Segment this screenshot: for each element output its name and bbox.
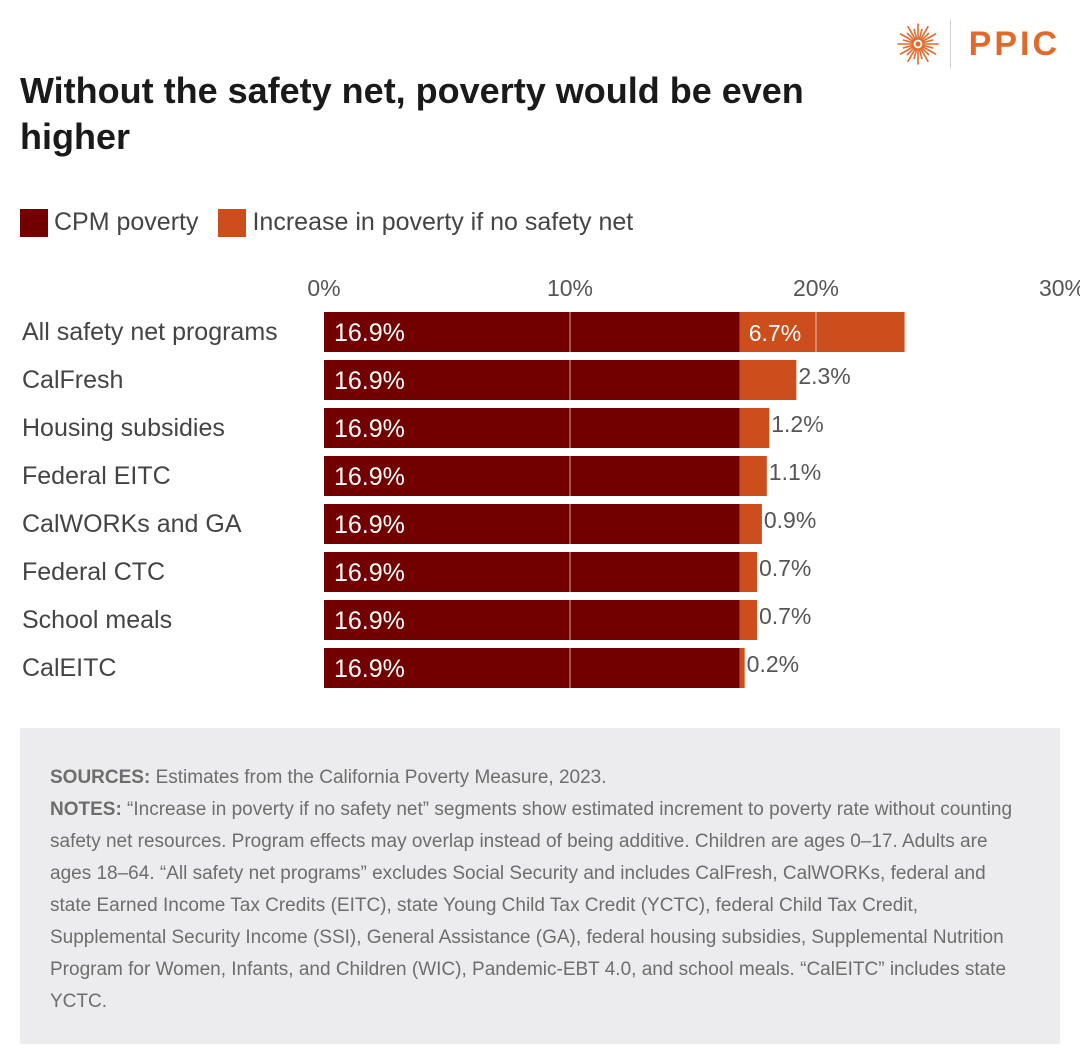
- logo-ray: [899, 33, 915, 43]
- bar-cpm-poverty: [324, 456, 740, 496]
- bar-cpm-poverty: [324, 408, 740, 448]
- data-label-increase: 6.7%: [749, 320, 801, 346]
- logo-ray: [919, 47, 929, 63]
- notes-note: NOTES: “Increase in poverty if no safety…: [50, 794, 1030, 1018]
- bar-increase: [739, 456, 767, 496]
- logo-ray: [906, 32, 915, 42]
- category-label: Federal CTC: [22, 558, 165, 586]
- logo-ray: [921, 33, 936, 43]
- logo-ray: [921, 44, 933, 49]
- notes-label: NOTES:: [50, 799, 122, 820]
- logo-text: PPIC: [968, 24, 1060, 63]
- data-label-cpm: 16.9%: [334, 367, 405, 395]
- logo-ray: [921, 45, 936, 55]
- logo-ray: [912, 48, 918, 60]
- data-label-increase: 0.7%: [759, 555, 811, 581]
- bar-chart: 0% 10% 20% 30% All safety net programs 16.9% 6…: [22, 275, 1080, 688]
- data-label-cpm: 16.9%: [334, 559, 405, 587]
- sources-note: SOURCES: Estimates from the California P…: [50, 762, 1030, 794]
- legend-label-cpm: CPM poverty: [54, 208, 199, 236]
- data-label-increase: 2.3%: [798, 363, 850, 389]
- data-label-increase: 0.7%: [759, 603, 811, 629]
- bar-cpm-poverty: [324, 552, 740, 592]
- data-label-cpm: 16.9%: [334, 319, 405, 347]
- bar-increase: [739, 312, 905, 352]
- data-label-cpm: 16.9%: [334, 607, 405, 635]
- sources-text: Estimates from the California Poverty Me…: [150, 767, 607, 788]
- data-label-cpm: 16.9%: [334, 463, 405, 491]
- data-label-cpm: 16.9%: [334, 415, 405, 443]
- bar-cpm-poverty: [324, 600, 740, 640]
- legend-swatch-increase: [218, 208, 247, 237]
- logo-ray: [899, 45, 915, 55]
- bar-increase: [739, 408, 770, 448]
- logo-ray: [920, 46, 930, 56]
- sources-label: SOURCES:: [50, 767, 151, 788]
- legend-swatch-cpm: [20, 208, 48, 237]
- data-label-increase: 0.2%: [747, 651, 799, 677]
- category-label: Federal EITC: [22, 462, 171, 490]
- x-tick-label: 30%: [1039, 275, 1080, 301]
- sunburst-icon: [896, 23, 939, 65]
- data-label-increase: 1.2%: [771, 411, 823, 437]
- bar-increase: [739, 504, 762, 544]
- bar-increase: [739, 600, 757, 640]
- logo-ray: [906, 47, 916, 63]
- logo-ray: [919, 25, 929, 41]
- category-label: School meals: [22, 606, 172, 634]
- logo-ray: [918, 28, 923, 40]
- logo-ray: [906, 46, 915, 56]
- x-tick-label: 10%: [547, 275, 593, 301]
- data-label-increase: 0.9%: [764, 507, 816, 533]
- bar-increase: [739, 648, 745, 688]
- notes-panel: SOURCES: Estimates from the California P…: [20, 728, 1060, 1044]
- category-label: Housing subsidies: [22, 414, 225, 442]
- ppic-logo: PPIC: [896, 20, 1060, 68]
- bar-cpm-poverty: [324, 360, 740, 400]
- logo-ray: [902, 44, 914, 49]
- category-label: CalWORKs and GA: [22, 510, 242, 538]
- category-label: All safety net programs: [22, 318, 278, 346]
- bar-increase: [739, 552, 757, 592]
- data-label-cpm: 16.9%: [334, 511, 405, 539]
- category-label: CalEITC: [22, 654, 116, 682]
- logo-ray: [906, 25, 916, 41]
- legend-label-increase: Increase in poverty if no safety net: [252, 208, 634, 236]
- bar-increase: [739, 360, 797, 400]
- x-tick-label: 0%: [307, 275, 340, 301]
- data-label-increase: 1.1%: [769, 459, 821, 485]
- data-label-cpm: 16.9%: [334, 655, 405, 683]
- logo-ray: [918, 48, 923, 60]
- logo-ray: [912, 28, 918, 40]
- x-tick-label: 20%: [793, 275, 839, 301]
- legend-item-cpm: CPM poverty: [20, 208, 198, 237]
- bar-cpm-poverty: [324, 312, 740, 352]
- chart-title: Without the safety net, poverty would be…: [20, 70, 804, 157]
- bar-cpm-poverty: [324, 504, 740, 544]
- bar-cpm-poverty: [324, 648, 740, 688]
- logo-ray: [920, 32, 930, 42]
- legend: CPM poverty Increase in poverty if no sa…: [20, 208, 653, 237]
- logo-divider: [949, 20, 951, 68]
- logo-ray: [921, 39, 933, 44]
- logo-ray: [902, 39, 914, 44]
- notes-text: “Increase in poverty if no safety net” s…: [50, 799, 1013, 1012]
- legend-item-increase: Increase in poverty if no safety net: [218, 208, 633, 237]
- category-label: CalFresh: [22, 366, 123, 394]
